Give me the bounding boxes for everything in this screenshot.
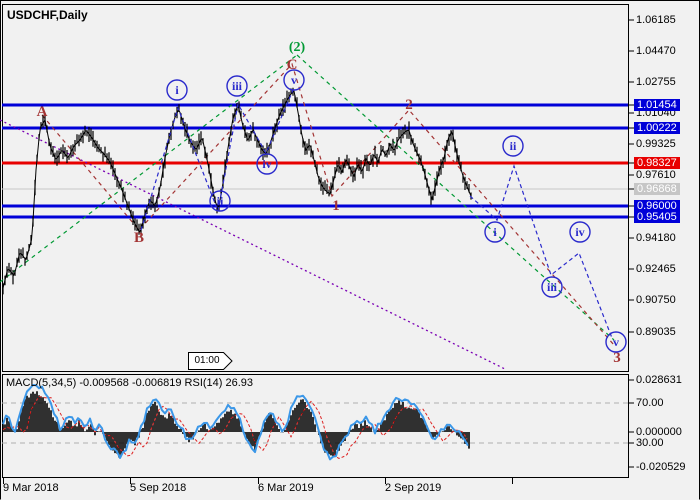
indicator-tick-label: -0.020529 [636,461,686,473]
price-tick-label: 1.06185 [636,14,676,26]
wave-label-red-3: 3 [613,350,621,366]
blue-wave-line-1 [469,164,613,339]
price-level-label: 0.95405 [634,211,680,223]
wave-circle-5 [502,135,524,157]
wave-circle-0 [166,79,188,101]
indicator-tick-label: 0.028631 [636,374,682,386]
purple-trend-line-0 [0,119,506,370]
symbol-title: USDCHF,Daily [7,8,88,22]
price-tick-label: 1.04470 [636,45,676,57]
price-level-label: 0.96000 [634,200,680,212]
wave-label-circled-iv: iv [575,225,584,239]
timeframe-tag-shape [188,352,233,370]
time-axis-label: 2 Sep 2019 [385,482,442,494]
price-level-label: 0.98327 [634,157,680,169]
time-axis-label: 6 Mar 2019 [258,482,314,494]
wave-circle-9 [605,331,627,353]
indicator-tick-label: 70.00 [636,397,664,409]
wave-label-circled-v: v [613,335,619,349]
wave-label-circled-v: v [291,73,297,87]
wave-circle-8 [569,221,591,243]
price-tick-label: 0.92465 [636,263,676,275]
wave-label-circled-iii: iii [547,280,558,294]
wave-label-green-(2): (2) [289,40,306,55]
wave-label-circled-i: i [493,225,497,239]
red-trend-line-0 [41,62,615,346]
wave-label-red-2: 2 [405,97,413,113]
price-level-label: 1.00222 [634,122,680,134]
wave-label-red-C: C [287,57,298,73]
indicator-tick-label: 0.000000 [636,426,682,438]
price-tick-label: 1.02755 [636,76,676,88]
green-trend-line-0 [0,54,298,283]
time-axis-label: 5 Sep 2018 [130,482,187,494]
price-axis[interactable]: 1.06185 1.04470 1.02755 1.01040 0.99325 0.976… [630,0,700,500]
wave-circle-7 [541,276,563,298]
green-trend-line-1 [296,54,615,341]
time-axis-label: 9 Mar 2018 [3,482,59,494]
time-axis[interactable]: 9 Mar 2018 5 Sep 2018 6 Mar 2019 2 Sep 2019 [0,479,700,499]
wave-label-circled-iii: iii [232,79,243,93]
wave-label-red-1: 1 [332,198,340,214]
wave-label-circled-ii: ii [217,194,224,208]
price-tick-label: 0.97610 [636,169,676,181]
price-candles [2,87,472,295]
wave-circle-4 [256,153,278,175]
wave-label-circled-i: i [175,83,179,97]
wave-circle-6 [484,221,506,243]
price-tick-label: 0.89035 [636,326,676,338]
main-chart-frame [2,4,629,372]
macd-histogram [2,391,470,458]
wave-label-circled-iv: iv [262,157,271,171]
wave-circle-3 [209,190,231,212]
price-tick-label: 0.90750 [636,294,676,306]
macd-signal-line [2,395,468,459]
wave-circle-1 [226,75,248,97]
wave-label-red-A: A [37,104,48,120]
blue-wave-line-0 [140,89,294,231]
rsi-line [2,384,469,461]
indicator-tick-label: 30.00 [636,437,664,449]
wave-label-circled-ii: ii [510,139,517,153]
macd-indicator-label: MACD(5,34,5) -0.009568 -0.006819 RSI(14)… [6,377,254,389]
timeframe-tag: 01:00 [194,355,220,366]
price-level-label: 1.01454 [634,99,680,111]
wave-label-red-B: B [134,230,144,246]
price-level-label: 0.96868 [634,183,680,195]
price-tick-label: 0.99325 [636,138,676,150]
wave-circle-2 [283,69,305,91]
price-tick-label: 0.94180 [636,232,676,244]
